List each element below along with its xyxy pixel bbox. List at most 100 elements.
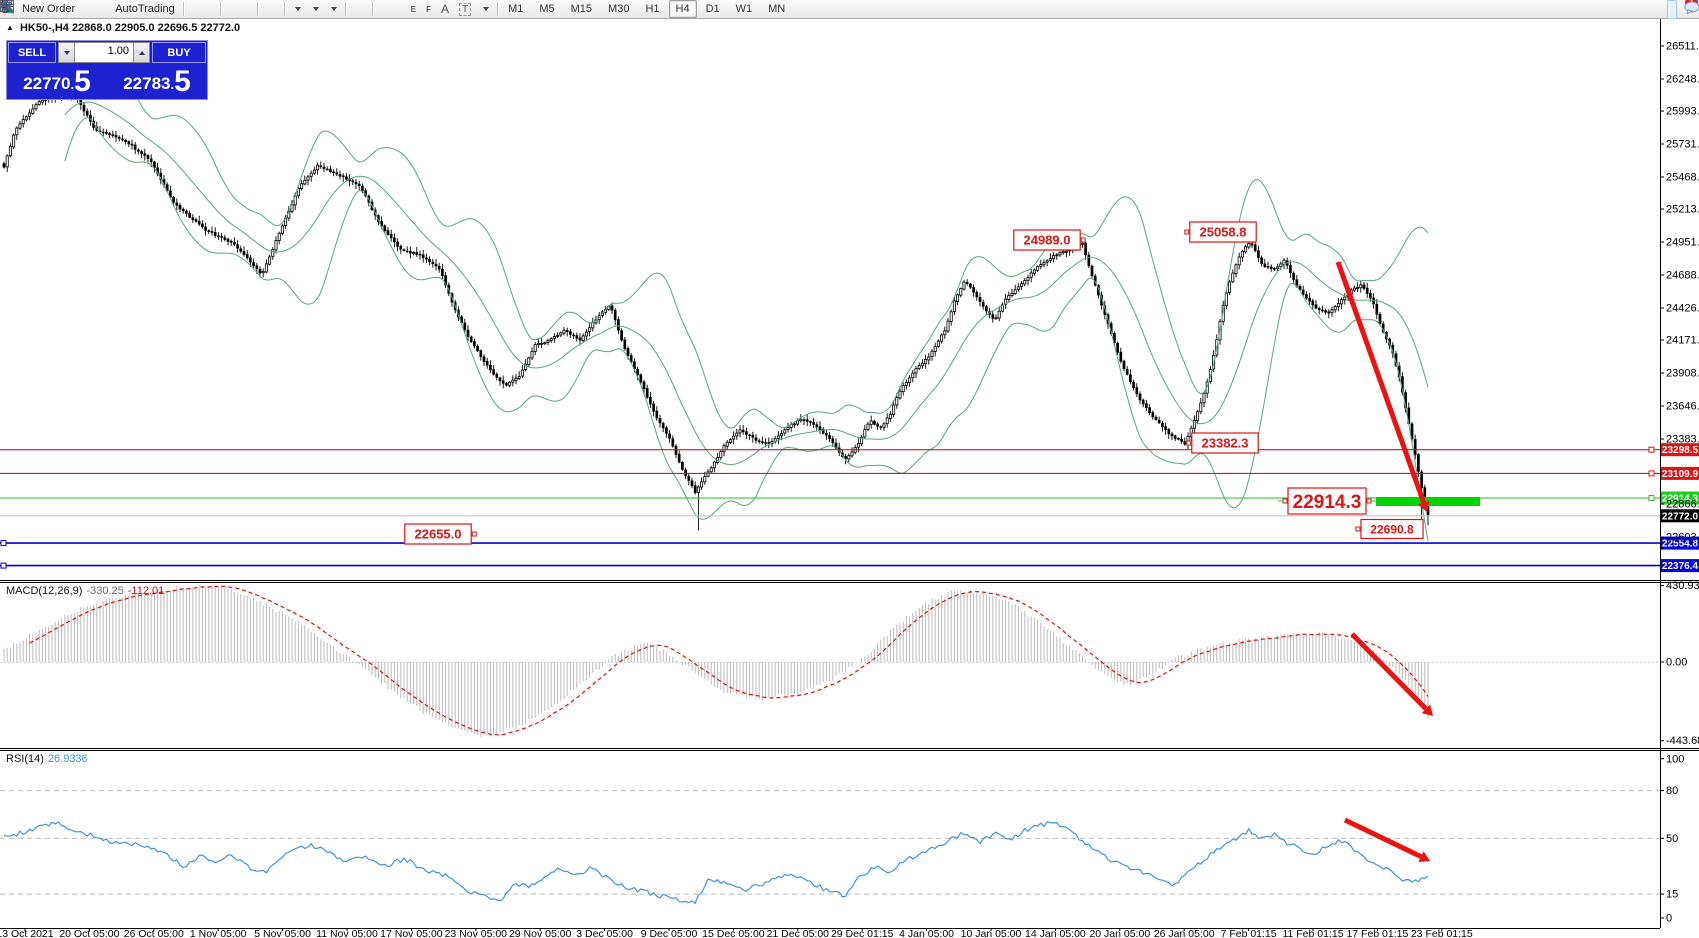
arrows-tool[interactable] — [0, 0, 494, 19]
templates-button[interactable] — [0, 0, 342, 19]
svg-text:10 Jan 05:00: 10 Jan 05:00 — [961, 928, 1022, 938]
red-arrowhead — [1421, 704, 1433, 716]
candle-chart-mode-button[interactable] — [2, 0, 207, 19]
zoom-out-button[interactable] — [1, 0, 244, 19]
price-badge — [1661, 536, 1699, 550]
timeframes-clock-button[interactable] — [0, 0, 324, 19]
svg-text:4 Jan 05:00: 4 Jan 05:00 — [899, 928, 954, 938]
channel-tool[interactable]: E — [0, 0, 421, 19]
price-label-text: 25058.8 — [1200, 225, 1247, 240]
crosshair-tool-button[interactable] — [0, 0, 369, 19]
search-button[interactable] — [1, 0, 1677, 19]
text-tool-letter: A — [440, 2, 449, 16]
svg-text:15 Dec 05:00: 15 Dec 05:00 — [702, 928, 765, 938]
new-chart-button[interactable] — [0, 0, 306, 19]
timeframe-button-w1[interactable]: W1 — [735, 3, 753, 15]
indicators-button[interactable] — [1, 0, 271, 19]
line-handle[interactable] — [1648, 446, 1655, 453]
macd-label: MACD(12,26,9) — [6, 585, 83, 597]
rsi-label: RSI(14) — [6, 753, 44, 765]
svg-text:7 Feb 01:15: 7 Feb 01:15 — [1221, 928, 1277, 938]
label-anchor-handle — [1366, 498, 1372, 504]
trendline-tool[interactable] — [0, 0, 406, 19]
notifications-button[interactable]: 1 — [1683, 0, 1699, 19]
svg-text:29 Nov 05:00: 29 Nov 05:00 — [509, 928, 572, 938]
sell-price[interactable]: 22770. 5 — [8, 64, 106, 98]
price-badge-text: 22554.8 — [1662, 539, 1699, 550]
svg-text:22603.5: 22603.5 — [1666, 532, 1699, 544]
price-label-box[interactable] — [1013, 229, 1081, 251]
volume-increase-button[interactable] — [133, 42, 150, 63]
timeframe-button-m1[interactable]: M1 — [508, 3, 524, 15]
label-anchor-handle — [1282, 498, 1288, 504]
zoom-in-button[interactable] — [1, 0, 234, 19]
svg-text:20 Jan 05:00: 20 Jan 05:00 — [1089, 928, 1150, 938]
red-arrow-main[interactable] — [1335, 261, 1427, 504]
chart-text-labels[interactable]: 24989.0 25058.8 23382.3 22655.0 22690.8 22914… — [404, 221, 1424, 545]
timeframe-button-m30[interactable]: M30 — [608, 3, 630, 15]
trend-arrows[interactable] — [1335, 261, 1433, 863]
svg-text:50: 50 — [1666, 833, 1678, 845]
sell-button[interactable]: SELL — [8, 42, 56, 63]
timeframe-button-d1[interactable]: D1 — [705, 3, 720, 15]
red-arrow-rsi[interactable] — [1343, 817, 1423, 859]
red-arrow-macd[interactable] — [1350, 632, 1428, 711]
svg-text:430.93: 430.93 — [1666, 580, 1699, 592]
buy-price-big-digit: 5 — [174, 65, 191, 98]
signal-button[interactable] — [1, 0, 110, 19]
price-label-text: 22690.8 — [1370, 522, 1414, 536]
sell-price-dot: . — [70, 77, 75, 92]
price-label-box[interactable] — [404, 523, 472, 545]
line-handle[interactable] — [0, 562, 7, 569]
tile-windows-button[interactable] — [0, 0, 254, 19]
bar-chart-mode-button[interactable] — [1, 0, 197, 19]
line-handle[interactable] — [1648, 470, 1655, 477]
text-tool[interactable]: A — [436, 0, 454, 19]
macd-main-value: -330.25 — [86, 585, 124, 597]
buy-button[interactable]: BUY — [152, 42, 206, 63]
timeframe-button-m15[interactable]: M15 — [570, 3, 593, 15]
line-chart-mode-button[interactable] — [0, 0, 217, 19]
price-label-box[interactable] — [1287, 487, 1367, 515]
svg-text:26511.0: 26511.0 — [1666, 41, 1699, 53]
main-toolbar: New Order AutoTrading — [0, 0, 1699, 19]
timeframe-button-m5[interactable]: M5 — [539, 3, 555, 15]
line-handle[interactable] — [0, 540, 7, 547]
autotrading-button[interactable]: AutoTrading — [1, 0, 180, 19]
timeframe-button-h1[interactable]: H1 — [645, 3, 660, 15]
price-label-box[interactable] — [1360, 518, 1424, 540]
text-label-tool[interactable]: T — [454, 0, 476, 19]
svg-text:11 Feb 01:15: 11 Feb 01:15 — [1282, 928, 1343, 938]
svg-text:9 Dec 05:00: 9 Dec 05:00 — [641, 928, 698, 938]
volume-input[interactable]: 1.00 — [75, 42, 133, 63]
svg-text:11 Nov 05:00: 11 Nov 05:00 — [316, 928, 378, 938]
svg-text:1 Nov 05:00: 1 Nov 05:00 — [190, 928, 247, 938]
line-handle[interactable] — [1648, 495, 1655, 501]
volume-decrease-button[interactable] — [58, 42, 75, 63]
new-order-button[interactable]: New Order — [1, 0, 80, 19]
rsi-line — [3, 821, 1429, 905]
svg-text:17 Feb 01:15: 17 Feb 01:15 — [1346, 928, 1408, 938]
ohlc-expand-icon[interactable]: ▲ — [6, 23, 14, 32]
toolbar-separator — [371, 2, 373, 16]
buy-price[interactable]: 22783. 5 — [108, 64, 206, 98]
timeframe-button-mn[interactable]: MN — [768, 3, 786, 15]
chart-pointer-button[interactable] — [0, 0, 100, 19]
horizontal-line-tool[interactable] — [0, 0, 396, 19]
timeframe-button-h4[interactable]: H4 — [668, 0, 697, 18]
indicator-list-button[interactable] — [1, 0, 281, 19]
svg-text:3 Dec 05:00: 3 Dec 05:00 — [576, 928, 633, 938]
highlighter-button[interactable] — [0, 0, 90, 19]
price-label-box[interactable] — [1191, 432, 1259, 454]
horizontal-lines[interactable]: 23298.5 23109.9 22914.3 22772.0 22554.8 22376… — [0, 443, 1699, 573]
price-label-box[interactable] — [1189, 221, 1257, 243]
fibonacci-tool[interactable]: F — [0, 0, 436, 19]
price-badge-text: 22376.4 — [1662, 561, 1699, 572]
svg-text:20 Oct 05:00: 20 Oct 05:00 — [59, 928, 119, 938]
vertical-line-tool[interactable] — [4, 0, 386, 19]
caret-down-icon — [63, 50, 70, 55]
svg-text:100: 100 — [1666, 754, 1684, 766]
cursor-tool-button[interactable] — [2, 0, 359, 19]
